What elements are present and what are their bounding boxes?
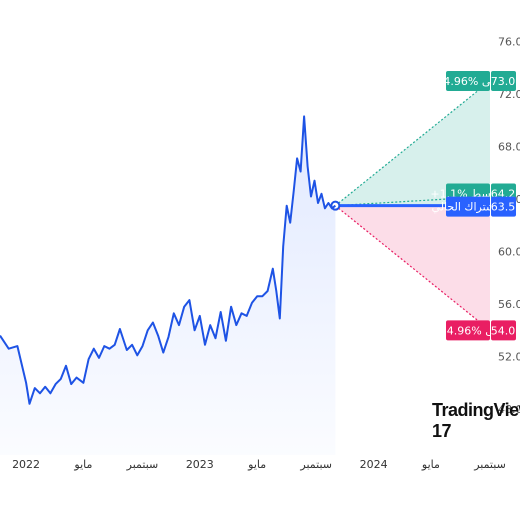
y-tick-label: 72.0 xyxy=(498,88,520,101)
x-tick-label: 2022 xyxy=(12,458,40,471)
price-area-fill xyxy=(0,116,336,456)
y-axis: 76.072.068.064.060.056.052.048.00 xyxy=(498,36,520,416)
tv-mark-icon: 17 xyxy=(432,421,452,441)
max-forecast-line xyxy=(334,80,491,207)
max-badge: +14.96% أقصى73.0 xyxy=(427,70,516,91)
forecast-badges: +14.96% أقصى73.0+1.1% متوسط64.2الاشتراك … xyxy=(427,70,516,341)
current-badge-value: 63.5 xyxy=(491,201,516,214)
min-forecast-line xyxy=(334,205,491,331)
min-badge-value: 54.0 xyxy=(491,324,516,337)
y-tick-label: 48.00 xyxy=(498,403,520,416)
x-tick-label: مايو xyxy=(421,458,440,471)
x-tick-label: سبتمبر xyxy=(126,458,159,471)
max-badge-label: +14.96% أقصى xyxy=(427,74,509,88)
x-tick-label: سبتمبر xyxy=(473,458,506,471)
price-series-line xyxy=(0,115,336,405)
y-tick-label: 56.0 xyxy=(498,298,520,311)
y-tick-label: 68.0 xyxy=(498,141,520,154)
max-badge-value-bg xyxy=(491,70,516,91)
x-tick-label: مايو xyxy=(247,458,266,471)
min-badge-label-bg xyxy=(446,320,490,341)
max-badge-label-bg xyxy=(446,70,490,91)
min-badge-value-bg xyxy=(491,320,516,341)
brand-name: TradingView xyxy=(432,400,520,420)
y-tick-label: 60.0 xyxy=(498,246,520,259)
x-axis: 2022 مايو سبتمبر 2023 مايو سبتمبر 2024 مايو سبتم… xyxy=(12,458,506,471)
current-badge-label-bg xyxy=(446,196,490,217)
y-tick-label: 76.0 xyxy=(498,36,520,49)
tradingview-logo: TradingView 17 xyxy=(432,400,520,442)
price-line xyxy=(0,115,336,405)
min-badge-label: −14.96% أدنى xyxy=(431,323,506,337)
price-area xyxy=(0,116,336,456)
x-tick-label: سبتمبر xyxy=(299,458,332,471)
x-tick-label: مايو xyxy=(73,458,92,471)
y-tick-label: 52.0 xyxy=(498,351,520,364)
current-badge-value-bg xyxy=(491,196,516,217)
x-tick-label: 2023 xyxy=(186,458,214,471)
max-badge-value: 73.0 xyxy=(491,75,516,88)
min-badge: −14.96% أدنى54.0 xyxy=(431,320,516,341)
x-tick-label: 2024 xyxy=(360,458,388,471)
current-badge-label: الاشتراك الحالي xyxy=(432,201,505,214)
